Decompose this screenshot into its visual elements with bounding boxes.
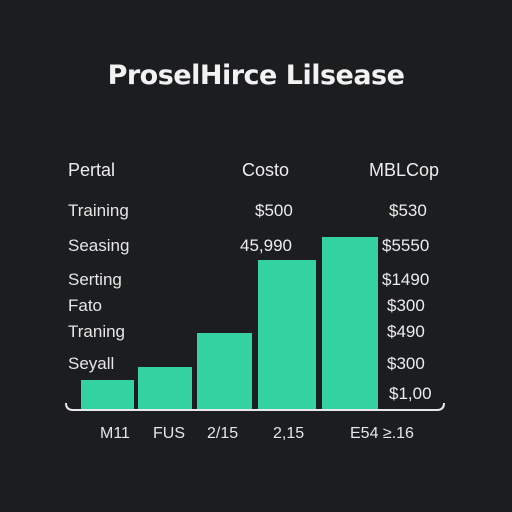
x-tick-1: FUS <box>153 425 185 442</box>
mbl-value-6: $1,00 <box>389 384 432 403</box>
row-label-seyall: Seyall <box>68 354 115 373</box>
row-label-traning: Traning <box>68 322 126 341</box>
row-label-training: Training <box>68 201 129 220</box>
bar-1 <box>138 367 192 410</box>
x-tick-4: E54 ≥.16 <box>350 425 414 442</box>
x-axis-line <box>65 402 445 411</box>
x-tick-2: 2/15 <box>207 425 239 442</box>
cost-value-seasing: 45,990 <box>240 236 292 255</box>
mbl-value-5: $300 <box>387 354 425 373</box>
header-mblcop: MBLCop <box>369 160 440 180</box>
row-label-serting: Serting <box>68 270 122 289</box>
row-label-seasing: Seasing <box>68 236 130 255</box>
header-costo: Costo <box>242 160 290 180</box>
mbl-value-0: $530 <box>389 201 427 220</box>
mbl-value-2: $1490 <box>382 270 430 289</box>
chart-title: ProselHirce Lilsease <box>107 60 405 91</box>
x-tick-3: 2,15 <box>273 425 305 442</box>
bar-0 <box>81 380 134 410</box>
bar-4 <box>322 237 378 410</box>
bar-2 <box>197 333 252 410</box>
bar-3 <box>258 260 316 410</box>
header-pertal: Pertal <box>68 160 116 180</box>
row-label-fato: Fato <box>68 296 103 315</box>
x-tick-0: M11 <box>100 425 130 442</box>
mbl-value-4: $490 <box>387 322 425 341</box>
mbl-value-1: $5550 <box>382 236 430 255</box>
cost-value-training: $500 <box>255 201 293 220</box>
mbl-value-3: $300 <box>387 296 425 315</box>
